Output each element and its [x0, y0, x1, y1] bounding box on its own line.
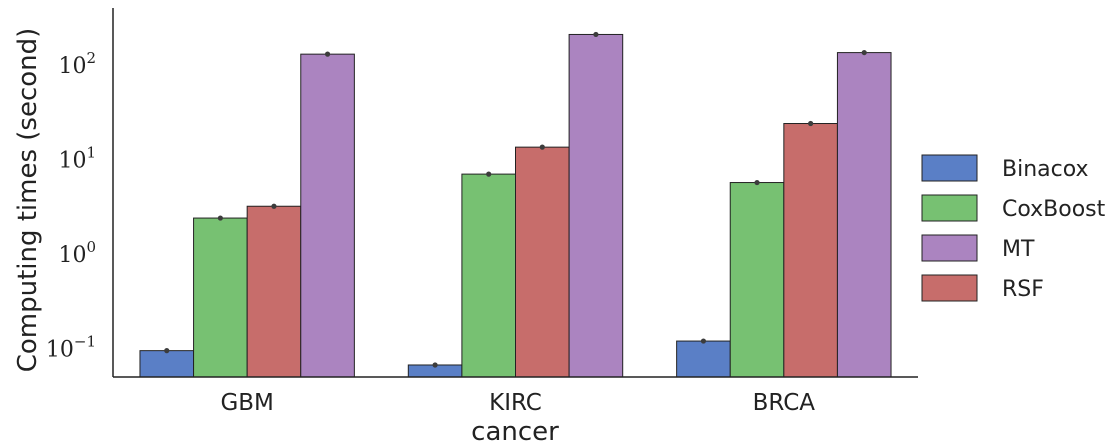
legend-swatch-coxboost	[921, 194, 978, 222]
x-tick-label: BRCA	[753, 390, 816, 416]
error-dot-mt-kirc	[593, 31, 599, 38]
bars-layer	[139, 33, 892, 378]
legend-label-binacox: Binacox	[1002, 157, 1089, 182]
error-dot-coxboost-kirc	[486, 171, 492, 177]
bar-coxboost-brca	[729, 182, 785, 378]
y-tick-label: 101	[58, 143, 96, 173]
y-axis-title: Computing times (second)	[13, 28, 43, 373]
legend: Binacox CoxBoost MT RSF	[921, 154, 1106, 302]
x-ticks: GBM KIRC BRCA	[220, 390, 815, 416]
x-tick-label: GBM	[220, 390, 273, 416]
bar-rsf-kirc	[515, 146, 570, 378]
legend-label-mt: MT	[1002, 237, 1035, 262]
error-dot-coxboost-brca	[754, 179, 760, 186]
bar-mt-gbm	[300, 53, 355, 378]
y-tick-label: 102	[58, 49, 96, 79]
bar-rsf-gbm	[246, 205, 302, 378]
bar-mt-kirc	[568, 33, 624, 378]
bar-coxboost-kirc	[461, 173, 516, 378]
bar-rsf-brca	[783, 123, 838, 378]
x-tick-label: KIRC	[489, 390, 542, 416]
error-dot-mt-gbm	[324, 51, 331, 57]
error-dot-binacox-brca	[700, 338, 707, 344]
legend-swatch-binacox	[921, 154, 978, 182]
legend-swatch-rsf	[921, 274, 978, 302]
legend-label-coxboost: CoxBoost	[1002, 197, 1106, 222]
error-dot-binacox-kirc	[432, 362, 438, 368]
bar-coxboost-gbm	[193, 217, 248, 378]
y-tick-label: 10−1	[46, 333, 96, 363]
bar-binacox-brca	[676, 340, 731, 378]
bar-mt-brca	[836, 52, 892, 378]
legend-swatch-mt	[921, 234, 978, 262]
bar-binacox-gbm	[139, 350, 195, 378]
error-dots-layer	[164, 31, 867, 368]
error-dot-rsf-gbm	[271, 203, 277, 209]
y-ticks: 10−1 100 101 102	[46, 49, 96, 363]
error-dot-mt-brca	[861, 49, 867, 56]
error-dot-rsf-kirc	[539, 144, 545, 150]
error-dot-binacox-gbm	[164, 348, 170, 354]
error-dot-rsf-brca	[808, 120, 814, 127]
x-axis-title: cancer	[471, 417, 559, 446]
legend-label-rsf: RSF	[1002, 277, 1044, 302]
error-dot-coxboost-gbm	[217, 215, 223, 221]
y-tick-label: 100	[58, 238, 96, 268]
